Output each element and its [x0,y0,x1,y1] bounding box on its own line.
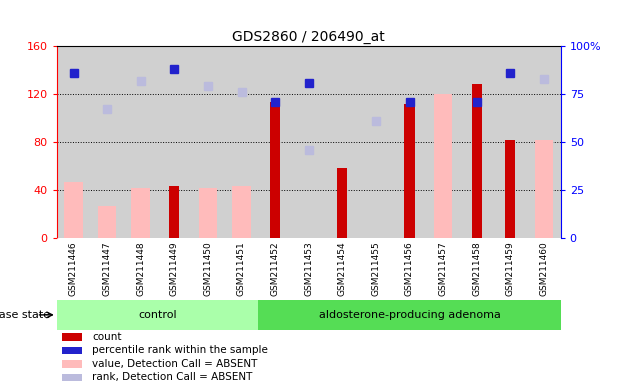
Text: GSM211450: GSM211450 [203,241,212,296]
Text: GSM211460: GSM211460 [539,241,548,296]
Bar [64,182,83,238]
Bar [270,103,280,238]
Bar [198,188,217,238]
Bar [337,169,347,238]
Text: GSM211456: GSM211456 [405,241,414,296]
Text: GSM211453: GSM211453 [304,241,313,296]
Bar [62,333,82,341]
Bar [169,187,180,238]
Bar [258,300,561,330]
Text: count: count [92,332,122,342]
Text: disease state: disease state [0,310,50,320]
Text: control: control [138,310,177,320]
Text: GSM211457: GSM211457 [438,241,447,296]
Text: GSM211454: GSM211454 [338,241,346,296]
Text: GSM211451: GSM211451 [237,241,246,296]
Bar [62,374,82,381]
Bar [404,104,415,238]
Title: GDS2860 / 206490_at: GDS2860 / 206490_at [232,30,385,44]
Bar [98,206,117,238]
Bar [472,84,482,238]
Text: GSM211452: GSM211452 [271,241,280,296]
Text: GSM211459: GSM211459 [506,241,515,296]
Text: GSM211448: GSM211448 [136,241,145,296]
Text: GSM211446: GSM211446 [69,241,78,296]
Bar [62,360,82,367]
Text: GSM211458: GSM211458 [472,241,481,296]
Bar [505,140,515,238]
Text: value, Detection Call = ABSENT: value, Detection Call = ABSENT [92,359,258,369]
Bar [62,347,82,354]
Bar [434,94,452,238]
Bar [132,188,150,238]
Text: GSM211447: GSM211447 [103,241,112,296]
Text: rank, Detection Call = ABSENT: rank, Detection Call = ABSENT [92,372,253,382]
Text: aldosterone-producing adenoma: aldosterone-producing adenoma [319,310,500,320]
Text: GSM211455: GSM211455 [372,241,381,296]
Text: percentile rank within the sample: percentile rank within the sample [92,345,268,356]
Bar [57,300,258,330]
Bar [232,187,251,238]
Bar [535,140,553,238]
Text: GSM211449: GSM211449 [170,241,179,296]
